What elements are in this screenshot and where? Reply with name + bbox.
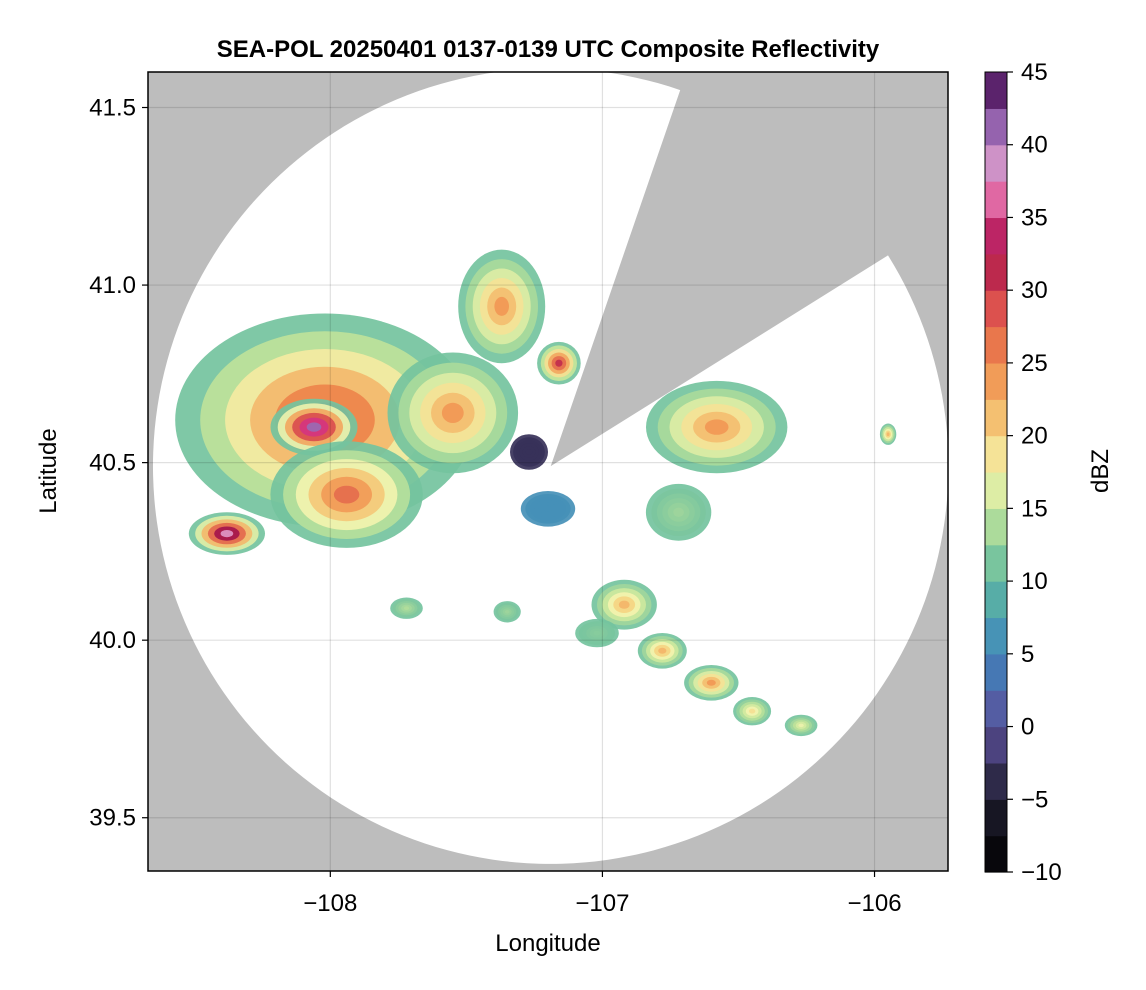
colorbar-segment xyxy=(985,326,1007,364)
echo-cell xyxy=(188,512,265,555)
colorbar-segment xyxy=(985,799,1007,837)
colorbar-tick-label: 25 xyxy=(1021,350,1048,377)
echo-contour xyxy=(555,359,563,367)
echo-cell xyxy=(270,441,423,548)
reflectivity-echo-layer xyxy=(175,249,897,737)
colorbar-segment xyxy=(985,108,1007,146)
echo-contour xyxy=(798,723,804,728)
echo-cell xyxy=(645,483,712,541)
y-axis: 39.5 40.0 40.5 41.0 41.5 xyxy=(89,95,148,832)
colorbar-segment xyxy=(985,835,1007,873)
colorbar-segment xyxy=(985,472,1007,509)
y-tick-label: 40.0 xyxy=(89,627,136,654)
echo-contour xyxy=(706,679,716,686)
colorbar-tick-label: 15 xyxy=(1021,495,1048,522)
colorbar-tick-label: 0 xyxy=(1021,714,1034,741)
echo-cell xyxy=(493,601,521,623)
y-tick-label: 40.5 xyxy=(89,450,136,477)
echo-contour xyxy=(748,708,756,714)
colorbar-segment xyxy=(985,762,1007,800)
colorbar-segment xyxy=(985,435,1007,473)
colorbar-segment xyxy=(985,726,1007,764)
echo-cell xyxy=(270,398,358,456)
echo-cell xyxy=(684,665,739,701)
echo-contour xyxy=(543,505,553,512)
echo-contour xyxy=(618,600,630,609)
colorbar-segment xyxy=(985,690,1007,728)
colorbar-tick-label: 30 xyxy=(1021,277,1048,304)
colorbar-frame xyxy=(984,71,1008,873)
colorbar-segment xyxy=(985,362,1007,400)
echo-cell xyxy=(575,618,619,648)
echo-cell xyxy=(591,579,657,630)
colorbar-segment xyxy=(985,290,1007,328)
echo-cell xyxy=(458,249,546,364)
colorbar-tick-label: 5 xyxy=(1021,641,1034,668)
echo-contour xyxy=(525,449,533,455)
echo-contour xyxy=(220,530,234,538)
colorbar-segment xyxy=(985,144,1007,182)
y-tick-label: 41.5 xyxy=(89,95,136,122)
colorbar-segment xyxy=(985,72,1007,109)
echo-contour xyxy=(494,296,510,316)
x-axis: −108 −107 −106 xyxy=(303,871,902,917)
echo-cell xyxy=(510,434,548,470)
colorbar-segment xyxy=(985,653,1007,691)
colorbar-segment xyxy=(985,544,1007,582)
echo-cell xyxy=(733,697,772,726)
echo-cell xyxy=(387,352,519,474)
y-tick-label: 39.5 xyxy=(89,805,136,832)
y-axis-label: Latitude xyxy=(35,428,62,513)
y-tick-label: 41.0 xyxy=(89,272,136,299)
echo-cell xyxy=(879,423,897,445)
echo-contour xyxy=(593,630,601,636)
colorbar-tick-label: 45 xyxy=(1021,59,1048,86)
colorbar-segment xyxy=(985,217,1007,255)
colorbar-tick-label: −10 xyxy=(1021,859,1062,886)
colorbar-segment xyxy=(985,253,1007,291)
echo-contour xyxy=(306,422,322,432)
colorbar: −10 −5 0 5 10 15 20 25 30 35 40 45 xyxy=(984,59,1062,886)
echo-cell xyxy=(520,491,576,527)
x-tick-label: −108 xyxy=(303,890,357,917)
echo-cell xyxy=(537,341,581,385)
x-tick-label: −106 xyxy=(847,890,901,917)
colorbar-segment xyxy=(985,508,1007,546)
colorbar-segment xyxy=(985,617,1007,655)
echo-cell xyxy=(784,714,818,737)
colorbar-tick-label: 10 xyxy=(1021,568,1048,595)
colorbar-label: dBZ xyxy=(1087,449,1114,493)
echo-contour xyxy=(333,485,360,504)
chart-title: SEA-POL 20250401 0137-0139 UTC Composite… xyxy=(217,36,880,63)
echo-cell xyxy=(646,380,788,474)
colorbar-segment xyxy=(985,581,1007,619)
echo-contour xyxy=(504,610,510,614)
echo-contour xyxy=(673,507,684,517)
echo-contour xyxy=(403,606,410,610)
echo-contour xyxy=(704,419,729,435)
x-tick-label: −107 xyxy=(575,890,629,917)
echo-cell xyxy=(637,633,687,669)
echo-contour xyxy=(658,647,667,654)
echo-cell xyxy=(390,597,423,619)
colorbar-tick-label: 35 xyxy=(1021,204,1048,231)
echo-contour xyxy=(441,402,464,423)
colorbar-segment xyxy=(985,399,1007,437)
radar-coverage-area xyxy=(152,72,948,864)
colorbar-tick-label: 20 xyxy=(1021,423,1048,450)
plot-frame xyxy=(147,71,949,872)
colorbar-tick-label: −5 xyxy=(1021,786,1048,813)
gridlines xyxy=(148,72,948,871)
echo-contour xyxy=(886,432,890,437)
x-axis-label: Longitude xyxy=(495,930,600,957)
colorbar-segment xyxy=(985,181,1007,219)
colorbar-tick-label: 40 xyxy=(1021,132,1048,159)
